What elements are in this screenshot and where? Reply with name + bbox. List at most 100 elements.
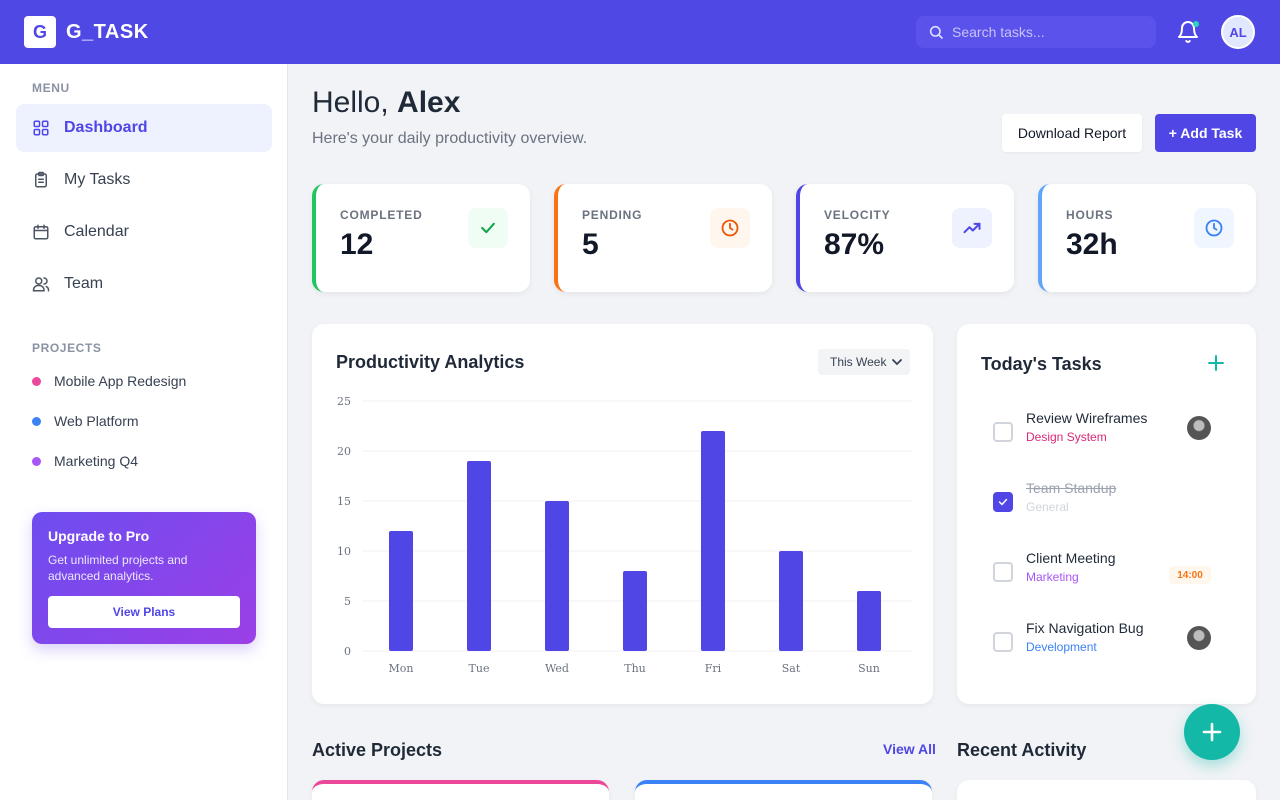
stat-icon-box xyxy=(710,208,750,248)
task-item[interactable]: Client Meeting Marketing 14:00 xyxy=(981,550,1213,590)
chart-range-select[interactable]: This Week xyxy=(818,349,910,375)
task-name: Team Standup xyxy=(1026,480,1117,496)
search-input[interactable] xyxy=(952,24,1142,40)
project-item-mobile-app[interactable]: Mobile App Redesign xyxy=(32,373,186,389)
y-tick-label: 25 xyxy=(337,395,351,408)
chevron-down-icon xyxy=(892,359,902,366)
stat-value: 5 xyxy=(582,228,599,261)
y-tick-label: 5 xyxy=(344,595,351,608)
chart-bar-sun[interactable] xyxy=(857,591,881,651)
project-label: Web Platform xyxy=(54,413,139,429)
app-logo[interactable]: G xyxy=(24,16,56,48)
chart-bar-wed[interactable] xyxy=(545,501,569,651)
clock-icon xyxy=(1205,219,1223,237)
project-item-web-platform[interactable]: Web Platform xyxy=(32,413,139,429)
chart-bar-sat[interactable] xyxy=(779,551,803,651)
task-checkbox[interactable] xyxy=(993,492,1013,512)
user-avatar[interactable]: AL xyxy=(1221,15,1255,49)
x-tick-label: Sat xyxy=(782,662,801,675)
clipboard-icon xyxy=(35,171,47,188)
search-icon xyxy=(929,25,943,39)
x-tick-label: Thu xyxy=(624,662,646,675)
project-card[interactable] xyxy=(635,780,932,800)
x-tick-label: Tue xyxy=(469,662,490,675)
project-color-dot xyxy=(32,456,41,466)
y-tick-label: 15 xyxy=(337,495,351,508)
stat-value: 12 xyxy=(340,228,374,261)
chart-range-value: This Week xyxy=(830,355,887,369)
sidebar-item-label: My Tasks xyxy=(64,171,131,188)
notification-badge xyxy=(1193,21,1199,27)
task-tag: Design System xyxy=(1026,430,1107,444)
task-item[interactable]: Fix Navigation Bug Development xyxy=(981,620,1213,660)
project-item-marketing-q4[interactable]: Marketing Q4 xyxy=(32,453,138,469)
sidebar-item-label: Team xyxy=(64,275,104,292)
task-tag: General xyxy=(1026,500,1069,514)
projects-section-label: PROJECTS xyxy=(32,341,102,355)
y-tick-label: 20 xyxy=(337,445,351,458)
stat-icon-box xyxy=(468,208,508,248)
y-tick-label: 10 xyxy=(337,545,351,558)
task-item[interactable]: Team Standup General xyxy=(981,480,1213,520)
search-box[interactable] xyxy=(916,16,1156,48)
chart-bar-thu[interactable] xyxy=(623,571,647,651)
menu-section-label: MENU xyxy=(32,81,70,95)
sidebar-item-team[interactable]: Team xyxy=(16,260,272,308)
task-tag: Development xyxy=(1026,640,1097,654)
bar-chart: 0 5 10 15 20 25 Mon Tue Wed Thu Fri Sat Sun xyxy=(337,395,912,675)
notifications-button[interactable] xyxy=(1176,20,1200,44)
add-task-button[interactable]: + Add Task xyxy=(1155,114,1256,152)
stat-icon-box xyxy=(1194,208,1234,248)
view-all-link[interactable]: View All xyxy=(883,741,936,757)
stat-label: PENDING xyxy=(582,208,643,222)
x-tick-label: Fri xyxy=(705,662,722,675)
stat-label: HOURS xyxy=(1066,208,1114,222)
task-item[interactable]: Review Wireframes Design System xyxy=(981,410,1213,450)
stat-label: VELOCITY xyxy=(824,208,891,222)
recent-activity-card xyxy=(957,780,1256,800)
task-checkbox[interactable] xyxy=(993,632,1013,652)
task-time-badge: 14:00 xyxy=(1169,566,1211,584)
download-report-button[interactable]: Download Report xyxy=(1002,114,1142,152)
view-plans-button[interactable]: View Plans xyxy=(48,596,240,628)
users-icon xyxy=(32,277,50,292)
x-tick-label: Wed xyxy=(545,662,569,675)
task-name: Review Wireframes xyxy=(1026,410,1148,426)
chart-bar-fri[interactable] xyxy=(701,431,725,651)
sidebar: MENU Dashboard My Tasks Calendar Team PR… xyxy=(0,64,288,800)
project-label: Marketing Q4 xyxy=(54,453,139,469)
stat-value: 32h xyxy=(1066,228,1118,261)
upgrade-title: Upgrade to Pro xyxy=(48,528,150,544)
floating-add-button[interactable] xyxy=(1184,704,1240,760)
project-label: Mobile App Redesign xyxy=(54,373,187,389)
stat-value: 87% xyxy=(824,228,885,261)
sidebar-item-dashboard[interactable]: Dashboard xyxy=(16,104,272,152)
x-tick-label: Mon xyxy=(389,662,414,675)
chart-title: Productivity Analytics xyxy=(336,352,525,372)
y-tick-label: 0 xyxy=(344,645,351,658)
project-card[interactable] xyxy=(312,780,609,800)
stat-label: COMPLETED xyxy=(340,208,423,222)
chart-bar-tue[interactable] xyxy=(467,461,491,651)
x-tick-label: Sun xyxy=(858,662,880,675)
greeting-name: Alex xyxy=(397,86,461,119)
stat-icon-box xyxy=(952,208,992,248)
recent-activity-title: Recent Activity xyxy=(957,740,1087,760)
check-icon xyxy=(998,498,1008,506)
bell-icon xyxy=(1178,21,1198,43)
stat-card-hours: HOURS 32h xyxy=(1038,184,1256,292)
stat-card-velocity: VELOCITY 87% xyxy=(796,184,1014,292)
task-checkbox[interactable] xyxy=(993,562,1013,582)
clock-icon xyxy=(721,219,739,237)
upgrade-card: Upgrade to Pro Get unlimited projects an… xyxy=(32,512,256,644)
active-projects-title: Active Projects xyxy=(312,740,443,760)
sidebar-item-my-tasks[interactable]: My Tasks xyxy=(16,156,272,204)
add-task-plus-icon[interactable] xyxy=(1207,354,1225,372)
assignee-avatar xyxy=(1187,416,1211,440)
sidebar-item-calendar[interactable]: Calendar xyxy=(16,208,272,256)
chart-bar-mon[interactable] xyxy=(389,531,413,651)
task-checkbox[interactable] xyxy=(993,422,1013,442)
upgrade-text: Get unlimited projects and advanced anal… xyxy=(48,553,188,583)
trending-up-icon xyxy=(963,222,981,234)
page-subtitle: Here's your daily productivity overview. xyxy=(312,130,588,147)
